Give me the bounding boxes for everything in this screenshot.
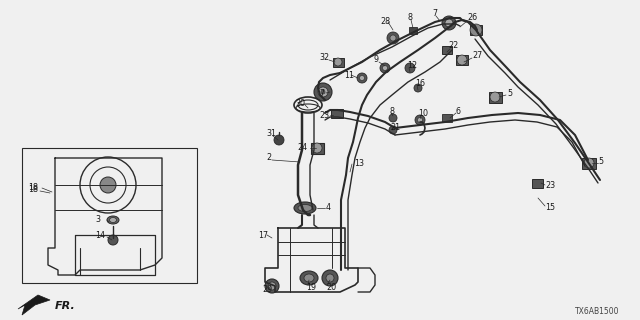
Text: 23: 23 <box>319 110 329 119</box>
Circle shape <box>108 235 118 245</box>
Text: 18: 18 <box>28 183 38 193</box>
Bar <box>22 148 197 283</box>
Text: 22: 22 <box>448 42 458 51</box>
Bar <box>442 46 452 54</box>
Polygon shape <box>18 295 50 315</box>
Text: 4: 4 <box>326 204 331 212</box>
Bar <box>582 157 596 169</box>
Circle shape <box>318 87 328 97</box>
Circle shape <box>457 55 467 65</box>
Circle shape <box>334 58 342 66</box>
Text: 17: 17 <box>258 230 268 239</box>
Text: 24: 24 <box>297 143 307 153</box>
Text: 29: 29 <box>262 285 272 294</box>
Circle shape <box>383 66 387 70</box>
Text: 9: 9 <box>374 55 379 65</box>
Text: 28: 28 <box>380 18 390 27</box>
Text: 10: 10 <box>418 108 428 117</box>
Text: 31: 31 <box>266 129 276 138</box>
Ellipse shape <box>109 218 116 222</box>
Circle shape <box>445 19 453 27</box>
Bar <box>333 58 344 67</box>
Text: 5: 5 <box>507 89 512 98</box>
Ellipse shape <box>107 216 119 224</box>
Circle shape <box>490 92 500 102</box>
Text: FR.: FR. <box>55 301 76 311</box>
Text: 14: 14 <box>95 230 105 239</box>
Bar <box>531 179 543 188</box>
Ellipse shape <box>294 202 316 214</box>
Circle shape <box>265 279 279 293</box>
Text: 20: 20 <box>326 283 336 292</box>
Bar <box>442 114 452 122</box>
Circle shape <box>268 282 276 290</box>
Circle shape <box>405 63 415 73</box>
Text: 30: 30 <box>295 99 305 108</box>
Circle shape <box>100 177 116 193</box>
Circle shape <box>415 115 425 125</box>
Text: 8: 8 <box>408 12 413 21</box>
Text: 11: 11 <box>344 70 354 79</box>
Circle shape <box>442 16 456 30</box>
Ellipse shape <box>304 274 314 282</box>
Circle shape <box>470 24 482 36</box>
Circle shape <box>584 158 594 168</box>
Text: 18: 18 <box>28 186 38 195</box>
Text: 27: 27 <box>472 51 483 60</box>
Ellipse shape <box>298 204 312 212</box>
Circle shape <box>389 114 397 122</box>
Circle shape <box>326 274 334 282</box>
Text: TX6AB1500: TX6AB1500 <box>575 308 620 316</box>
Text: 13: 13 <box>354 158 364 167</box>
Circle shape <box>274 135 284 145</box>
Circle shape <box>314 83 332 101</box>
Circle shape <box>360 76 365 81</box>
Bar <box>331 108 343 117</box>
Text: 21: 21 <box>390 124 400 132</box>
Text: 19: 19 <box>306 283 316 292</box>
Text: 15: 15 <box>545 204 555 212</box>
Text: 3: 3 <box>95 215 100 225</box>
Bar <box>470 25 482 35</box>
Bar <box>310 142 323 154</box>
Circle shape <box>414 84 422 92</box>
Circle shape <box>417 117 422 123</box>
Text: 16: 16 <box>415 78 425 87</box>
Text: 26: 26 <box>467 13 477 22</box>
Bar <box>409 27 417 34</box>
Text: 7: 7 <box>432 9 437 18</box>
Circle shape <box>312 143 322 153</box>
Bar <box>456 55 468 65</box>
Circle shape <box>380 63 390 73</box>
Text: 23: 23 <box>545 181 555 190</box>
Text: 32: 32 <box>319 53 329 62</box>
Circle shape <box>357 73 367 83</box>
Bar <box>488 92 502 102</box>
Text: 6: 6 <box>456 107 461 116</box>
Circle shape <box>387 32 399 44</box>
Text: 8: 8 <box>390 108 395 116</box>
Circle shape <box>389 126 397 134</box>
Circle shape <box>390 35 396 41</box>
Text: 2: 2 <box>266 154 271 163</box>
Text: 5: 5 <box>598 157 603 166</box>
Circle shape <box>322 270 338 286</box>
Ellipse shape <box>300 271 318 285</box>
Circle shape <box>321 90 325 94</box>
Text: 7: 7 <box>319 89 324 98</box>
Text: 12: 12 <box>407 61 417 70</box>
